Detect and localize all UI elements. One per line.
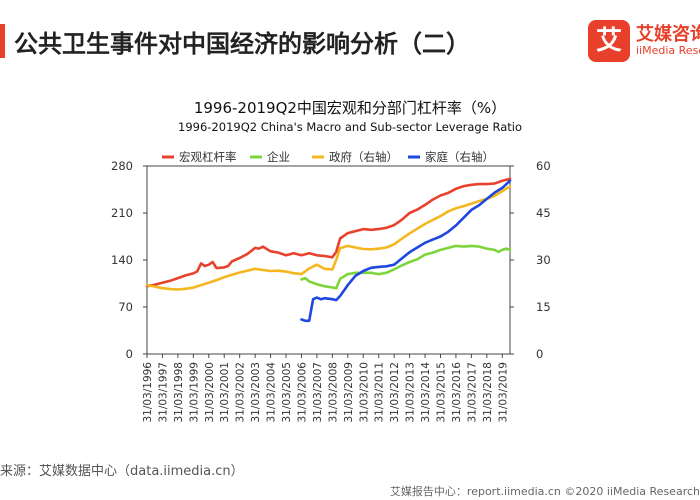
x-tick-label: 31/03/2015 (435, 362, 447, 423)
x-tick-label: 31/03/2007 (312, 362, 324, 423)
chart-subtitle: 1996-2019Q2 China's Macro and Sub-sector… (178, 120, 522, 134)
x-tick-label: 31/03/2019 (497, 362, 509, 423)
logo-name-cn: 艾媒咨询 (636, 24, 700, 45)
y-left-tick-label: 280 (111, 159, 133, 173)
x-tick-label: 31/03/1996 (142, 362, 154, 423)
page-title: 公共卫生事件对中国经济的影响分析（二） (14, 30, 470, 58)
logo-mark: 艾 (588, 20, 630, 62)
legend-label-2: 政府（右轴） (329, 150, 398, 164)
x-tick-label: 31/03/2017 (466, 362, 478, 423)
x-tick-label: 31/03/2000 (204, 362, 216, 423)
x-tick-label: 31/03/2013 (405, 362, 417, 423)
x-tick-label: 31/03/2010 (358, 362, 370, 423)
y-right-tick-label: 60 (536, 159, 551, 173)
x-tick-label: 31/03/2003 (250, 362, 262, 423)
x-tick-label: 31/03/2012 (389, 362, 401, 423)
chart-title: 1996-2019Q2中国宏观和分部门杠杆率（%） (193, 99, 507, 117)
series-line-0 (145, 177, 512, 288)
x-tick-label: 31/03/2018 (482, 362, 494, 423)
legend-label-0: 宏观杠杆率 (179, 150, 237, 164)
y-left-tick-label: 70 (118, 300, 133, 314)
plot-area-frame (146, 165, 511, 355)
legend-label-1: 企业 (267, 150, 290, 164)
x-tick-label: 31/03/2008 (327, 362, 339, 423)
x-tick-label: 31/03/2006 (296, 362, 308, 423)
source-note: 来源：艾媒数据中心（data.iimedia.cn） (0, 464, 244, 479)
y-right-tick-label: 0 (536, 347, 543, 361)
legend-label-3: 家庭（右轴） (425, 150, 494, 164)
title-accent-bar (0, 24, 5, 58)
x-tick-label: 31/03/2005 (281, 362, 293, 423)
series-line-2 (145, 185, 512, 291)
x-tick-label: 31/03/2014 (420, 362, 432, 423)
y-left-tick-label: 140 (111, 253, 133, 267)
x-tick-label: 31/03/2016 (451, 362, 463, 423)
y-left-tick-label: 210 (111, 206, 133, 220)
x-tick-label: 31/03/1998 (173, 362, 185, 423)
x-tick-label: 31/03/2002 (235, 362, 247, 423)
x-tick-label: 31/03/1997 (157, 362, 169, 423)
y-left-tick-label: 0 (126, 347, 133, 361)
x-tick-label: 31/03/1999 (188, 362, 200, 423)
x-tick-label: 31/03/2004 (266, 362, 278, 423)
x-tick-label: 31/03/2011 (374, 362, 386, 423)
y-right-tick-label: 45 (536, 206, 551, 220)
footer-note: 艾媒报告中心：report.iimedia.cn ©2020 iiMedia R… (389, 485, 700, 498)
y-right-tick-label: 15 (536, 300, 551, 314)
series-line-1 (300, 244, 512, 290)
y-right-tick-label: 30 (536, 253, 551, 267)
iimedia-logo: 艾 艾媒咨询 iiMedia Research (588, 20, 700, 64)
x-tick-label: 31/03/2009 (343, 362, 355, 423)
series-line-3 (300, 179, 512, 323)
logo-name-en: iiMedia Research (636, 44, 700, 57)
x-tick-label: 31/03/2001 (219, 362, 231, 423)
